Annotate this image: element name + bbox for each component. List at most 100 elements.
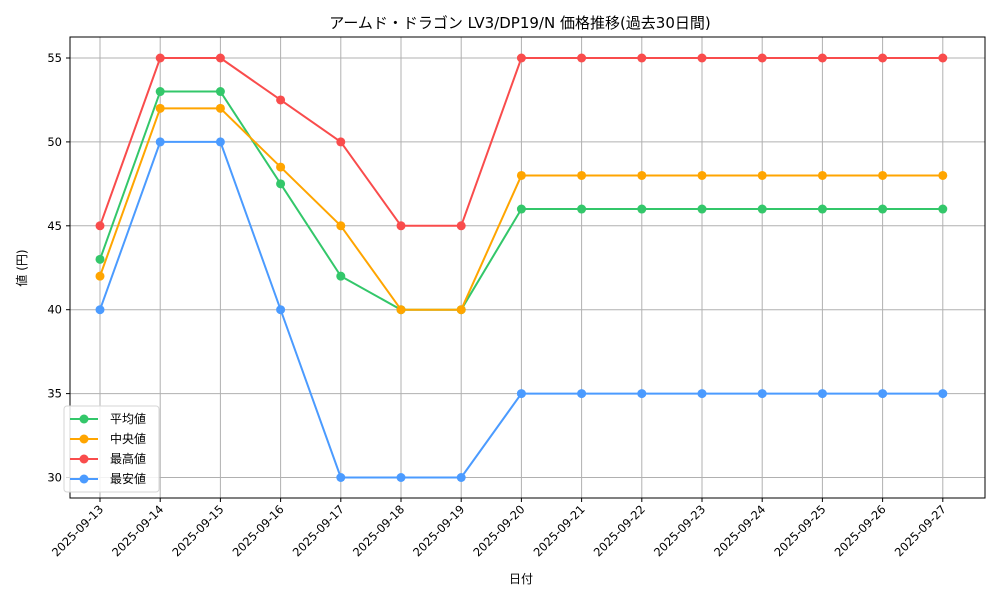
data-point-marker xyxy=(456,305,466,315)
legend-label: 最安値 xyxy=(110,471,146,486)
data-point-marker xyxy=(276,162,286,172)
data-point-marker xyxy=(336,221,346,231)
data-point-marker xyxy=(95,221,105,231)
data-point-marker xyxy=(516,53,526,63)
legend-box xyxy=(63,405,160,493)
data-point-marker xyxy=(878,53,888,63)
data-point-marker xyxy=(878,389,888,399)
data-point-marker xyxy=(516,170,526,180)
y-tick-label: 45 xyxy=(47,219,62,233)
x-axis-ticks: 2025-09-13 2025-09-14 2025-09-15 2025-09-16… xyxy=(49,498,949,559)
legend-item: 最安値 xyxy=(70,471,146,486)
data-point-marker xyxy=(276,95,286,105)
legend-label: 平均値 xyxy=(110,411,146,426)
data-point-marker xyxy=(757,204,767,214)
data-point-marker xyxy=(215,53,225,63)
data-point-marker xyxy=(697,53,707,63)
data-point-marker xyxy=(336,137,346,147)
data-point-marker xyxy=(938,389,948,399)
data-point-marker xyxy=(637,53,647,63)
legend-marker-icon xyxy=(79,454,89,464)
legend-marker-icon xyxy=(79,414,89,424)
x-tick-label: 2025-09-13 xyxy=(49,502,106,559)
data-point-marker xyxy=(637,389,647,399)
x-tick-label: 2025-09-18 xyxy=(350,502,407,559)
legend-item: 最高値 xyxy=(70,451,146,466)
series-2 xyxy=(95,53,948,231)
data-point-marker xyxy=(276,305,286,315)
x-tick-label: 2025-09-25 xyxy=(771,502,828,559)
x-tick-label: 2025-09-19 xyxy=(410,502,467,559)
legend-item: 平均値 xyxy=(70,411,146,426)
legend-item: 中央値 xyxy=(70,431,146,446)
data-point-marker xyxy=(396,305,406,315)
x-tick-label: 2025-09-21 xyxy=(531,502,588,559)
data-series xyxy=(95,53,948,482)
plot-area-frame xyxy=(69,36,986,499)
data-point-marker xyxy=(878,204,888,214)
x-tick-label: 2025-09-16 xyxy=(230,502,287,559)
y-tick-label: 35 xyxy=(47,387,62,401)
data-point-marker xyxy=(577,204,587,214)
data-point-marker xyxy=(336,271,346,281)
x-tick-label: 2025-09-27 xyxy=(892,502,949,559)
data-point-marker xyxy=(215,103,225,113)
data-point-marker xyxy=(938,53,948,63)
x-tick-label: 2025-09-23 xyxy=(651,502,708,559)
data-point-marker xyxy=(697,170,707,180)
data-point-marker xyxy=(757,389,767,399)
data-point-marker xyxy=(817,170,827,180)
data-point-marker xyxy=(757,53,767,63)
data-point-marker xyxy=(757,170,767,180)
data-point-marker xyxy=(817,204,827,214)
data-point-marker xyxy=(938,170,948,180)
data-point-marker xyxy=(456,473,466,482)
x-tick-label: 2025-09-24 xyxy=(711,502,768,559)
series-0 xyxy=(95,87,948,315)
data-point-marker xyxy=(637,170,647,180)
data-point-marker xyxy=(95,254,105,264)
data-point-marker xyxy=(697,389,707,399)
x-tick-label: 2025-09-15 xyxy=(169,502,226,559)
y-axis-label: 値 (円) xyxy=(14,249,29,286)
data-point-marker xyxy=(817,53,827,63)
data-point-marker xyxy=(155,87,165,97)
data-point-marker xyxy=(456,221,466,231)
data-point-marker xyxy=(336,473,346,482)
data-point-marker xyxy=(95,305,105,315)
x-tick-label: 2025-09-22 xyxy=(591,502,648,559)
y-axis-ticks: 30 35 40 45 50 55 xyxy=(47,51,70,485)
data-point-marker xyxy=(276,179,286,189)
legend-label: 最高値 xyxy=(110,451,146,466)
data-point-marker xyxy=(155,103,165,113)
series-1 xyxy=(95,103,948,315)
series-3 xyxy=(95,137,948,482)
y-tick-label: 55 xyxy=(47,51,62,65)
data-point-marker xyxy=(95,271,105,281)
data-point-marker xyxy=(396,221,406,231)
data-point-marker xyxy=(938,204,948,214)
chart-title: アームド・ドラゴン LV3/DP19/N 価格推移(過去30日間) xyxy=(329,14,711,32)
y-tick-label: 50 xyxy=(47,135,62,149)
data-point-marker xyxy=(155,137,165,147)
legend-marker-icon xyxy=(79,474,89,484)
data-point-marker xyxy=(817,389,827,399)
data-point-marker xyxy=(577,53,587,63)
grid-lines xyxy=(70,37,985,498)
data-point-marker xyxy=(577,389,587,399)
data-point-marker xyxy=(516,204,526,214)
data-point-marker xyxy=(637,204,647,214)
data-point-marker xyxy=(516,389,526,399)
x-tick-label: 2025-09-14 xyxy=(109,502,166,559)
data-point-marker xyxy=(878,170,888,180)
x-tick-label: 2025-09-20 xyxy=(470,502,527,559)
data-point-marker xyxy=(215,137,225,147)
legend-label: 中央値 xyxy=(110,431,146,446)
data-point-marker xyxy=(577,170,587,180)
y-tick-label: 40 xyxy=(47,303,62,317)
data-point-marker xyxy=(697,204,707,214)
y-tick-label: 30 xyxy=(47,471,62,485)
x-tick-label: 2025-09-17 xyxy=(290,502,347,559)
